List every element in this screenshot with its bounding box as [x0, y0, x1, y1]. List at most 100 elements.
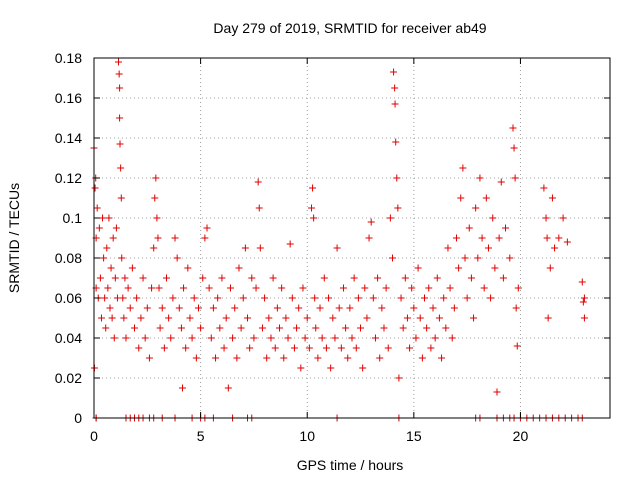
data-point	[386, 214, 394, 222]
data-point	[393, 174, 401, 182]
data-point	[487, 294, 495, 302]
data-point	[156, 324, 164, 332]
data-point	[112, 224, 120, 232]
data-point	[301, 334, 309, 342]
data-point	[369, 294, 377, 302]
data-point	[128, 264, 136, 272]
data-point	[312, 324, 320, 332]
data-point	[511, 174, 519, 182]
grid-lines	[94, 58, 610, 418]
data-point	[444, 244, 452, 252]
data-point	[412, 334, 420, 342]
data-point	[513, 342, 521, 350]
data-point	[116, 114, 124, 122]
data-point	[344, 354, 352, 362]
data-point	[378, 304, 386, 312]
data-point	[510, 144, 518, 152]
data-point	[288, 294, 296, 302]
data-point	[470, 314, 478, 322]
data-point	[390, 68, 398, 76]
data-point	[380, 324, 388, 332]
data-point	[346, 304, 354, 312]
data-point	[512, 304, 520, 312]
data-point	[108, 314, 116, 322]
data-point	[244, 314, 252, 322]
data-point	[472, 204, 480, 212]
data-point	[143, 304, 151, 312]
data-point	[578, 278, 586, 286]
data-point	[559, 214, 567, 222]
data-point	[177, 324, 185, 332]
data-point	[205, 284, 213, 292]
data-point	[184, 264, 192, 272]
data-point	[115, 70, 123, 78]
data-point	[491, 264, 499, 272]
data-point	[420, 294, 428, 302]
data-point	[121, 274, 129, 282]
data-point	[311, 294, 319, 302]
y-axis: 0 0.02 0.04 0.06 0.08 0.1 0.12 0.14 0.16 0.18	[55, 50, 610, 426]
data-point	[293, 324, 301, 332]
data-point	[543, 234, 551, 242]
data-point	[474, 254, 482, 262]
data-point	[155, 284, 163, 292]
data-point	[544, 314, 552, 322]
data-point	[461, 254, 469, 262]
data-point	[433, 274, 441, 282]
data-point	[93, 204, 101, 212]
data-point	[158, 304, 166, 312]
data-point	[416, 314, 424, 322]
data-point	[482, 194, 490, 202]
data-point	[276, 324, 284, 332]
data-point	[218, 274, 226, 282]
data-point	[96, 274, 104, 282]
data-point	[182, 344, 190, 352]
data-point	[331, 334, 339, 342]
data-point	[325, 294, 333, 302]
data-point	[117, 194, 125, 202]
data-point	[250, 334, 258, 342]
data-point	[117, 164, 125, 172]
data-point	[499, 274, 507, 282]
data-point	[255, 204, 263, 212]
data-point	[254, 178, 262, 186]
data-point	[248, 274, 256, 282]
data-point	[265, 314, 273, 322]
data-point	[361, 284, 369, 292]
data-point	[352, 344, 360, 352]
data-point	[506, 254, 514, 262]
data-point	[214, 294, 222, 302]
data-point	[160, 344, 168, 352]
data-point	[201, 234, 209, 242]
data-point	[178, 384, 186, 392]
data-point	[116, 84, 124, 92]
data-point	[105, 214, 113, 222]
data-point	[148, 284, 156, 292]
data-point	[391, 100, 399, 108]
data-point	[448, 334, 456, 342]
data-point	[374, 274, 382, 282]
data-point	[354, 294, 362, 302]
data-point	[395, 374, 403, 382]
data-point	[124, 284, 132, 292]
data-point	[327, 364, 335, 372]
data-point	[120, 314, 128, 322]
data-point	[397, 294, 405, 302]
data-point	[239, 294, 247, 302]
x-axis: 0 5 10 15 20	[90, 58, 528, 444]
data-point	[497, 178, 505, 186]
data-point	[376, 354, 384, 362]
data-point	[425, 284, 433, 292]
data-point	[546, 264, 554, 272]
data-point	[427, 344, 435, 352]
data-point	[318, 334, 326, 342]
data-point	[459, 164, 467, 172]
y-tick-label: 0.18	[55, 50, 82, 66]
data-point	[502, 224, 510, 232]
data-point	[91, 184, 99, 192]
data-point	[339, 284, 347, 292]
data-point	[194, 304, 202, 312]
x-tick-label: 20	[513, 428, 529, 444]
data-point	[154, 234, 162, 242]
